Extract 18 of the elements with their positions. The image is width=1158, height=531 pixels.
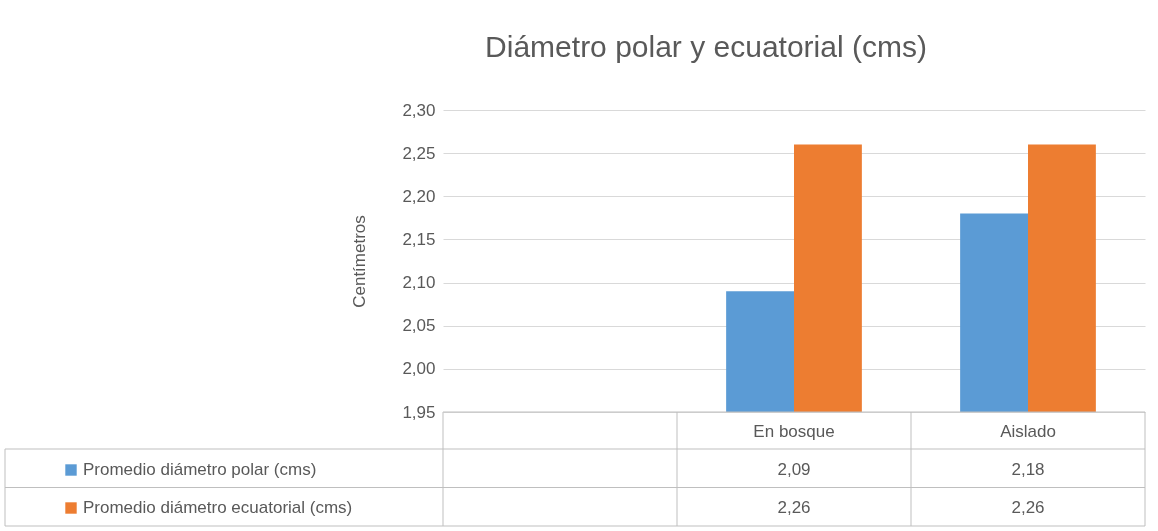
legend-label: Promedio diámetro ecuatorial (cms) (83, 498, 353, 517)
x-tick-label: Aislado (1000, 422, 1056, 441)
y-tick-label: 2,20 (402, 186, 436, 206)
y-tick-label: 2,10 (402, 273, 436, 293)
y-tick-label: 1,95 (402, 402, 436, 422)
x-tick-label: En bosque (753, 422, 835, 441)
data-label: 2,26 (777, 498, 811, 517)
y-axis-title: Centímetros (349, 215, 369, 308)
chart-title: Diámetro polar y ecuatorial (cms) (485, 30, 927, 63)
data-label: 2,09 (777, 460, 811, 479)
data-label: 2,18 (1011, 460, 1045, 479)
y-tick-label: 2,30 (402, 100, 436, 120)
legend-label: Promedio diámetro polar (cms) (83, 460, 317, 479)
y-tick-label: 2,25 (402, 143, 436, 163)
data-label: 2,26 (1011, 498, 1045, 517)
y-tick-label: 2,05 (402, 316, 436, 336)
y-tick-label: 2,15 (402, 229, 436, 249)
y-tick-label: 2,00 (402, 359, 436, 379)
